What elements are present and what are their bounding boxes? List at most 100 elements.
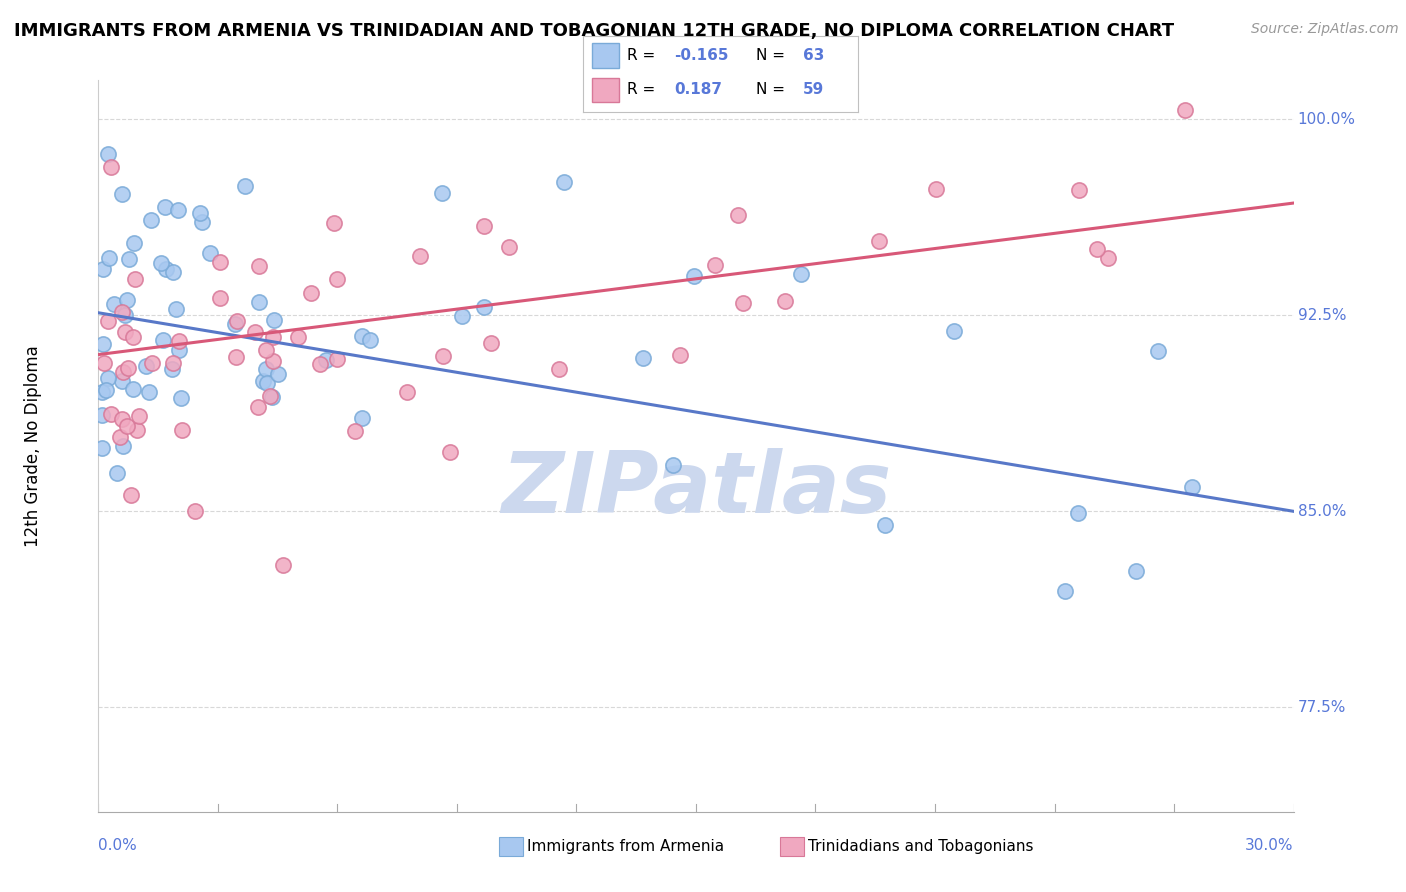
Point bbox=[243, 325, 266, 339]
Text: N =: N = bbox=[756, 47, 790, 62]
Point bbox=[155, 262, 177, 277]
Text: 59: 59 bbox=[803, 82, 824, 96]
Point bbox=[343, 425, 366, 439]
Point bbox=[97, 147, 120, 161]
Point bbox=[91, 261, 114, 276]
Point bbox=[1085, 242, 1108, 256]
Point bbox=[254, 362, 277, 376]
Point bbox=[162, 362, 184, 376]
Point bbox=[309, 358, 332, 372]
Point bbox=[91, 337, 114, 351]
Point bbox=[93, 356, 115, 370]
Text: Source: ZipAtlas.com: Source: ZipAtlas.com bbox=[1251, 22, 1399, 37]
Point bbox=[111, 412, 134, 426]
Text: N =: N = bbox=[756, 82, 790, 96]
Text: 63: 63 bbox=[803, 47, 824, 62]
Point bbox=[247, 400, 270, 414]
Point bbox=[263, 313, 285, 327]
Point bbox=[111, 187, 134, 202]
Point bbox=[152, 333, 174, 347]
Point bbox=[103, 297, 125, 311]
Point bbox=[122, 236, 145, 251]
Bar bbox=[592, 78, 619, 103]
Point bbox=[100, 161, 122, 175]
Point bbox=[472, 219, 495, 233]
Text: 0.0%: 0.0% bbox=[98, 838, 138, 853]
Point bbox=[267, 368, 290, 382]
Point bbox=[91, 408, 114, 422]
Point bbox=[256, 376, 278, 390]
Point bbox=[254, 343, 277, 357]
Point bbox=[1097, 251, 1119, 265]
Point bbox=[117, 419, 139, 434]
Point bbox=[167, 343, 190, 357]
Point bbox=[790, 268, 813, 282]
Point bbox=[226, 313, 249, 327]
Point bbox=[100, 407, 122, 421]
Point bbox=[184, 504, 207, 518]
Text: 77.5%: 77.5% bbox=[1298, 699, 1346, 714]
Point bbox=[233, 179, 256, 194]
Point bbox=[553, 175, 575, 189]
Point bbox=[299, 286, 322, 301]
Point bbox=[395, 385, 418, 400]
Text: -0.165: -0.165 bbox=[673, 47, 728, 62]
Point bbox=[135, 359, 157, 373]
Point bbox=[498, 240, 520, 254]
Point bbox=[122, 330, 145, 344]
Point bbox=[97, 252, 120, 266]
Point bbox=[111, 374, 134, 388]
Point bbox=[117, 361, 139, 376]
Point bbox=[662, 458, 685, 472]
Point bbox=[350, 329, 373, 343]
Point bbox=[683, 268, 706, 283]
Point bbox=[430, 186, 453, 201]
Point bbox=[127, 423, 149, 437]
Point bbox=[472, 300, 495, 314]
Point bbox=[259, 389, 281, 403]
Point bbox=[162, 264, 184, 278]
Point bbox=[408, 249, 430, 263]
Point bbox=[224, 318, 246, 332]
Point bbox=[108, 430, 131, 444]
Text: Immigrants from Armenia: Immigrants from Armenia bbox=[527, 839, 724, 855]
Point bbox=[120, 488, 142, 502]
Point bbox=[141, 356, 163, 370]
Point bbox=[875, 517, 897, 532]
Text: 12th Grade, No Diploma: 12th Grade, No Diploma bbox=[24, 345, 42, 547]
Point bbox=[359, 333, 381, 347]
Point bbox=[118, 252, 141, 266]
Point bbox=[479, 336, 502, 351]
Text: 92.5%: 92.5% bbox=[1298, 308, 1346, 323]
Point bbox=[315, 353, 337, 368]
Point bbox=[112, 439, 135, 453]
Point bbox=[271, 558, 294, 573]
Text: 0.187: 0.187 bbox=[673, 82, 721, 96]
Point bbox=[96, 383, 118, 397]
Point bbox=[141, 212, 163, 227]
Point bbox=[942, 324, 965, 338]
Point bbox=[287, 329, 309, 343]
Point bbox=[121, 382, 143, 396]
Point bbox=[209, 291, 232, 305]
Point bbox=[170, 423, 193, 437]
Point bbox=[128, 409, 150, 424]
Point bbox=[548, 361, 571, 376]
Point bbox=[149, 256, 172, 270]
Point bbox=[633, 351, 655, 366]
Point bbox=[165, 302, 187, 317]
Point bbox=[262, 390, 284, 404]
Point bbox=[225, 350, 247, 364]
Point bbox=[1174, 103, 1197, 117]
Point bbox=[350, 411, 373, 425]
Point bbox=[703, 258, 725, 272]
Point bbox=[167, 334, 190, 348]
Point bbox=[247, 295, 270, 310]
Point bbox=[1066, 506, 1088, 520]
Point bbox=[97, 371, 120, 385]
Text: 85.0%: 85.0% bbox=[1298, 504, 1346, 519]
Point bbox=[91, 442, 114, 456]
Point bbox=[326, 272, 349, 286]
Point bbox=[325, 352, 347, 367]
Point bbox=[773, 294, 796, 309]
